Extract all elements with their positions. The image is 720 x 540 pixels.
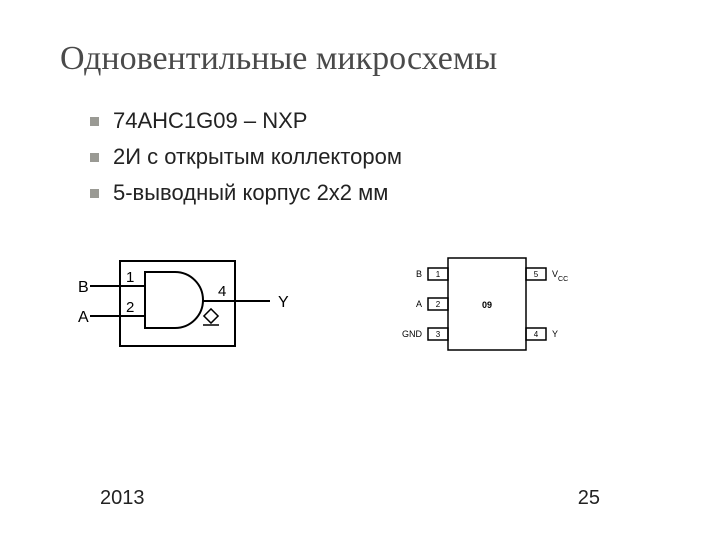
bullet-marker [90, 117, 99, 126]
footer-year: 2013 [100, 487, 145, 510]
pinout-diagram: 09 1 2 3 4 5 B A GND Y VCC [370, 246, 600, 366]
pin-name: A [416, 299, 422, 309]
pin-label-a: A [78, 309, 89, 326]
pin-name: B [416, 269, 422, 279]
bullet-text: 74AHC1G09 – NXP [113, 108, 307, 134]
bullet-text: 2И с открытым коллектором [113, 144, 402, 170]
logic-symbol-diagram: B A Y 1 2 4 [70, 246, 300, 366]
list-item: 2И с открытым коллектором [90, 144, 660, 170]
pin-num: 4 [534, 330, 539, 339]
pin-name: VCC [552, 269, 568, 283]
pin-name: Y [552, 329, 558, 339]
pin-num-2: 2 [126, 299, 134, 316]
pin-label-b: B [78, 279, 89, 296]
bullet-marker [90, 189, 99, 198]
bullet-marker [90, 153, 99, 162]
chip-label: 09 [482, 300, 492, 310]
slide-title: Одновентильные микросхемы [60, 40, 660, 78]
pin-label-y: Y [278, 294, 289, 311]
pin-num-4: 4 [218, 283, 226, 300]
bullet-text: 5-выводный корпус 2х2 мм [113, 180, 388, 206]
pin-num: 5 [534, 270, 539, 279]
footer-page-number: 25 [578, 487, 600, 510]
list-item: 5-выводный корпус 2х2 мм [90, 180, 660, 206]
pin-num-1: 1 [126, 269, 134, 286]
list-item: 74AHC1G09 – NXP [90, 108, 660, 134]
diagram-row: B A Y 1 2 4 09 1 2 3 4 5 [70, 246, 660, 366]
pin-num: 1 [436, 270, 441, 279]
pin-name: GND [402, 329, 423, 339]
pin-num: 2 [436, 300, 441, 309]
pin-num: 3 [436, 330, 441, 339]
bullet-list: 74AHC1G09 – NXP 2И с открытым коллекторо… [90, 108, 660, 206]
